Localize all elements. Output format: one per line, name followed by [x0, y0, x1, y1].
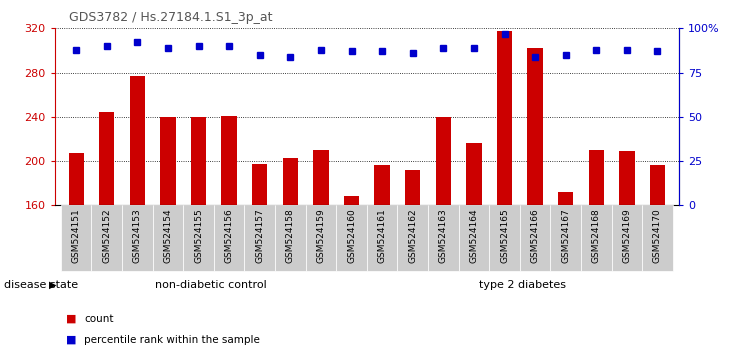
FancyBboxPatch shape [61, 205, 91, 271]
Bar [161, 117, 176, 205]
Text: GSM524152: GSM524152 [102, 209, 111, 263]
Text: GSM524169: GSM524169 [623, 209, 631, 263]
FancyBboxPatch shape [306, 205, 337, 271]
FancyBboxPatch shape [428, 205, 458, 271]
Text: GSM524167: GSM524167 [561, 209, 570, 263]
Bar [313, 150, 329, 205]
Bar [466, 143, 482, 205]
Bar [650, 166, 665, 205]
Bar [558, 192, 573, 205]
Text: ■: ■ [66, 314, 76, 324]
Text: percentile rank within the sample: percentile rank within the sample [84, 335, 260, 345]
FancyBboxPatch shape [458, 205, 489, 271]
Text: ▶: ▶ [49, 280, 56, 290]
FancyBboxPatch shape [337, 205, 367, 271]
FancyBboxPatch shape [214, 205, 245, 271]
FancyBboxPatch shape [612, 205, 642, 271]
Text: GSM524151: GSM524151 [72, 209, 81, 263]
Bar [221, 116, 237, 205]
FancyBboxPatch shape [153, 205, 183, 271]
Bar [528, 48, 542, 205]
Text: GSM524158: GSM524158 [286, 209, 295, 263]
Text: disease state: disease state [4, 280, 78, 290]
Text: GDS3782 / Hs.27184.1.S1_3p_at: GDS3782 / Hs.27184.1.S1_3p_at [69, 11, 273, 24]
Text: GSM524156: GSM524156 [225, 209, 234, 263]
Text: GSM524165: GSM524165 [500, 209, 509, 263]
Text: GSM524162: GSM524162 [408, 209, 418, 263]
Bar [283, 158, 298, 205]
Bar [405, 170, 420, 205]
Text: GSM524163: GSM524163 [439, 209, 447, 263]
Text: GSM524157: GSM524157 [255, 209, 264, 263]
FancyBboxPatch shape [642, 205, 673, 271]
Bar [191, 117, 206, 205]
Bar [497, 30, 512, 205]
Bar [436, 117, 451, 205]
Text: GSM524159: GSM524159 [316, 209, 326, 263]
FancyBboxPatch shape [581, 205, 612, 271]
FancyBboxPatch shape [245, 205, 275, 271]
Bar [69, 153, 84, 205]
Text: GSM524160: GSM524160 [347, 209, 356, 263]
Bar [252, 164, 267, 205]
Bar [99, 113, 115, 205]
Text: GSM524154: GSM524154 [164, 209, 172, 263]
FancyBboxPatch shape [275, 205, 306, 271]
Text: GSM524155: GSM524155 [194, 209, 203, 263]
Text: type 2 diabetes: type 2 diabetes [480, 280, 566, 290]
Bar [374, 166, 390, 205]
Bar [130, 76, 145, 205]
Text: ■: ■ [66, 335, 76, 345]
FancyBboxPatch shape [489, 205, 520, 271]
Text: GSM524164: GSM524164 [469, 209, 478, 263]
Text: GSM524161: GSM524161 [377, 209, 387, 263]
FancyBboxPatch shape [397, 205, 428, 271]
Text: count: count [84, 314, 113, 324]
Bar [619, 151, 634, 205]
Text: GSM524153: GSM524153 [133, 209, 142, 263]
Text: GSM524166: GSM524166 [531, 209, 539, 263]
FancyBboxPatch shape [122, 205, 153, 271]
FancyBboxPatch shape [367, 205, 397, 271]
Text: GSM524168: GSM524168 [592, 209, 601, 263]
FancyBboxPatch shape [91, 205, 122, 271]
Text: non-diabetic control: non-diabetic control [155, 280, 266, 290]
Bar [588, 150, 604, 205]
FancyBboxPatch shape [520, 205, 550, 271]
FancyBboxPatch shape [550, 205, 581, 271]
Text: GSM524170: GSM524170 [653, 209, 662, 263]
Bar [344, 196, 359, 205]
FancyBboxPatch shape [183, 205, 214, 271]
